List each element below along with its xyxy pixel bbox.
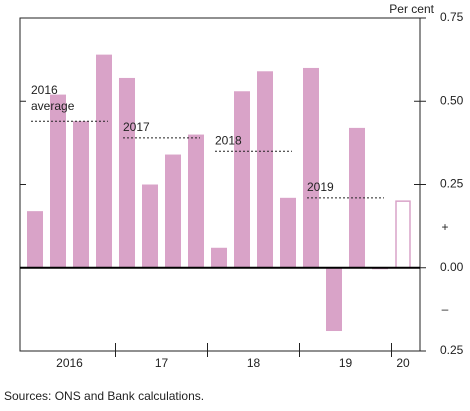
average-label: 2017	[123, 120, 150, 134]
bar	[280, 197, 296, 268]
bar	[119, 77, 135, 268]
y-tick-label: 0.00	[440, 260, 464, 274]
bar	[257, 71, 273, 268]
x-tick-label: 18	[247, 356, 261, 370]
x-tick-label: 2016	[56, 356, 83, 370]
bar	[73, 121, 89, 268]
x-tick-label: 19	[339, 356, 353, 370]
average-label: 2016 average	[31, 83, 75, 113]
sign-plus: +	[441, 220, 448, 234]
bar	[188, 134, 204, 268]
y-tick-label: 0.75	[440, 10, 464, 24]
bar	[211, 247, 227, 268]
unit-label: Per cent	[389, 2, 434, 16]
y-tick-label: 0.50	[440, 93, 464, 107]
bar	[234, 91, 250, 268]
bar	[96, 54, 112, 268]
bar	[27, 211, 43, 268]
sign-minus: –	[442, 302, 449, 316]
bar	[142, 184, 158, 268]
x-tick-label: 20	[396, 356, 410, 370]
bar	[303, 67, 319, 268]
bar-outline	[395, 200, 411, 269]
y-tick-label: 0.25	[440, 177, 464, 191]
bar	[326, 267, 342, 332]
x-tick-label: 17	[155, 356, 169, 370]
average-label: 2018	[215, 133, 242, 147]
source: Sources: ONS and Bank calculations.	[4, 389, 204, 403]
average-label: 2019	[307, 180, 334, 194]
y-tick-label: 0.25	[440, 343, 464, 357]
bar	[165, 154, 181, 268]
bar	[50, 94, 66, 268]
